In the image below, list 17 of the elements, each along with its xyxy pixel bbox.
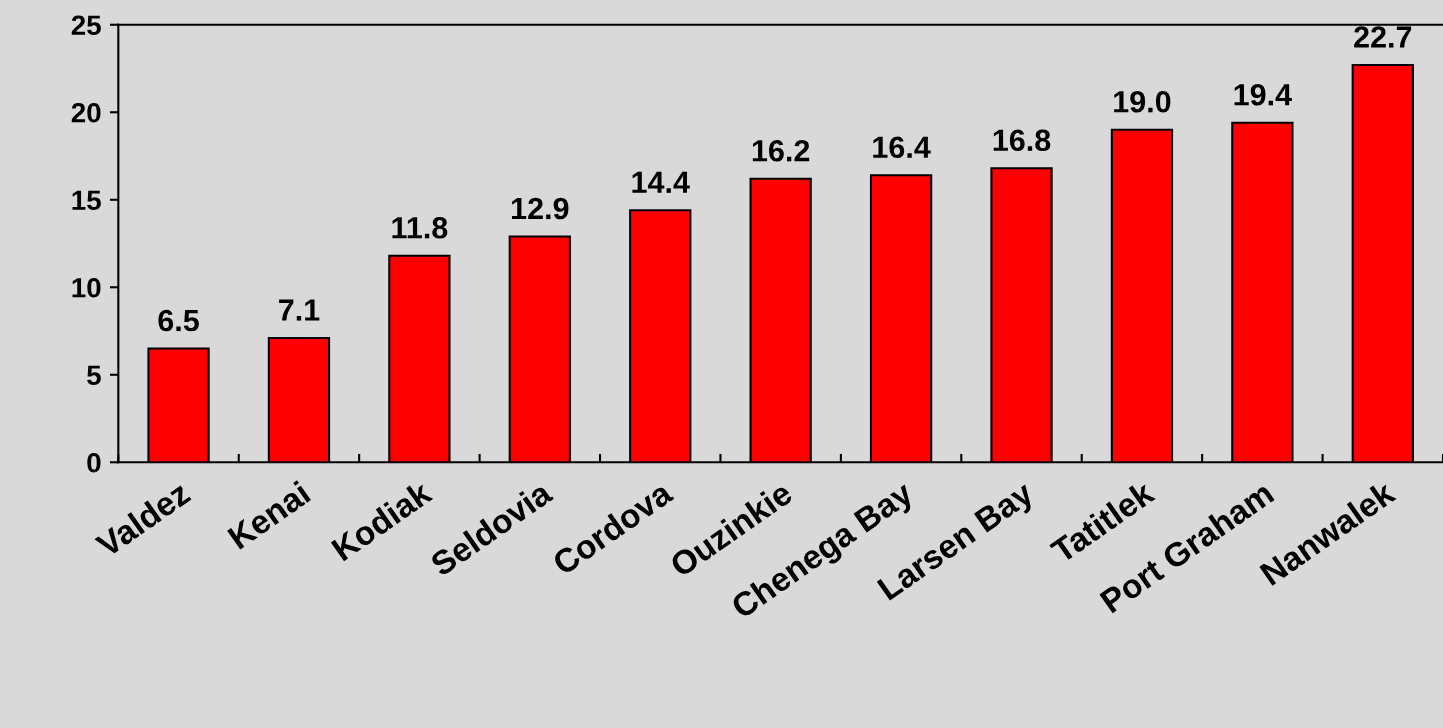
data-label: 12.9	[512, 197, 569, 220]
data-label: 11.8	[392, 216, 448, 239]
data-label: 16.8	[993, 129, 1051, 152]
data-label: 22.7	[1354, 26, 1412, 48]
data-label: 14.4	[632, 171, 690, 193]
y-tick-label: 10	[72, 277, 101, 298]
data-label: 19.0	[1114, 90, 1171, 113]
y-tick-label: 25	[71, 15, 101, 36]
data-label: 6.5	[158, 309, 199, 332]
data-label: 16.4	[873, 136, 931, 159]
y-tick-label: 0	[87, 452, 101, 473]
data-label: 16.2	[752, 139, 810, 162]
y-tick-label: 5	[87, 365, 101, 386]
y-tick-label: 20	[71, 102, 101, 123]
data-label: 7.1	[279, 299, 320, 321]
data-label: 19.4	[1234, 83, 1292, 106]
y-tick-label: 15	[72, 190, 101, 211]
